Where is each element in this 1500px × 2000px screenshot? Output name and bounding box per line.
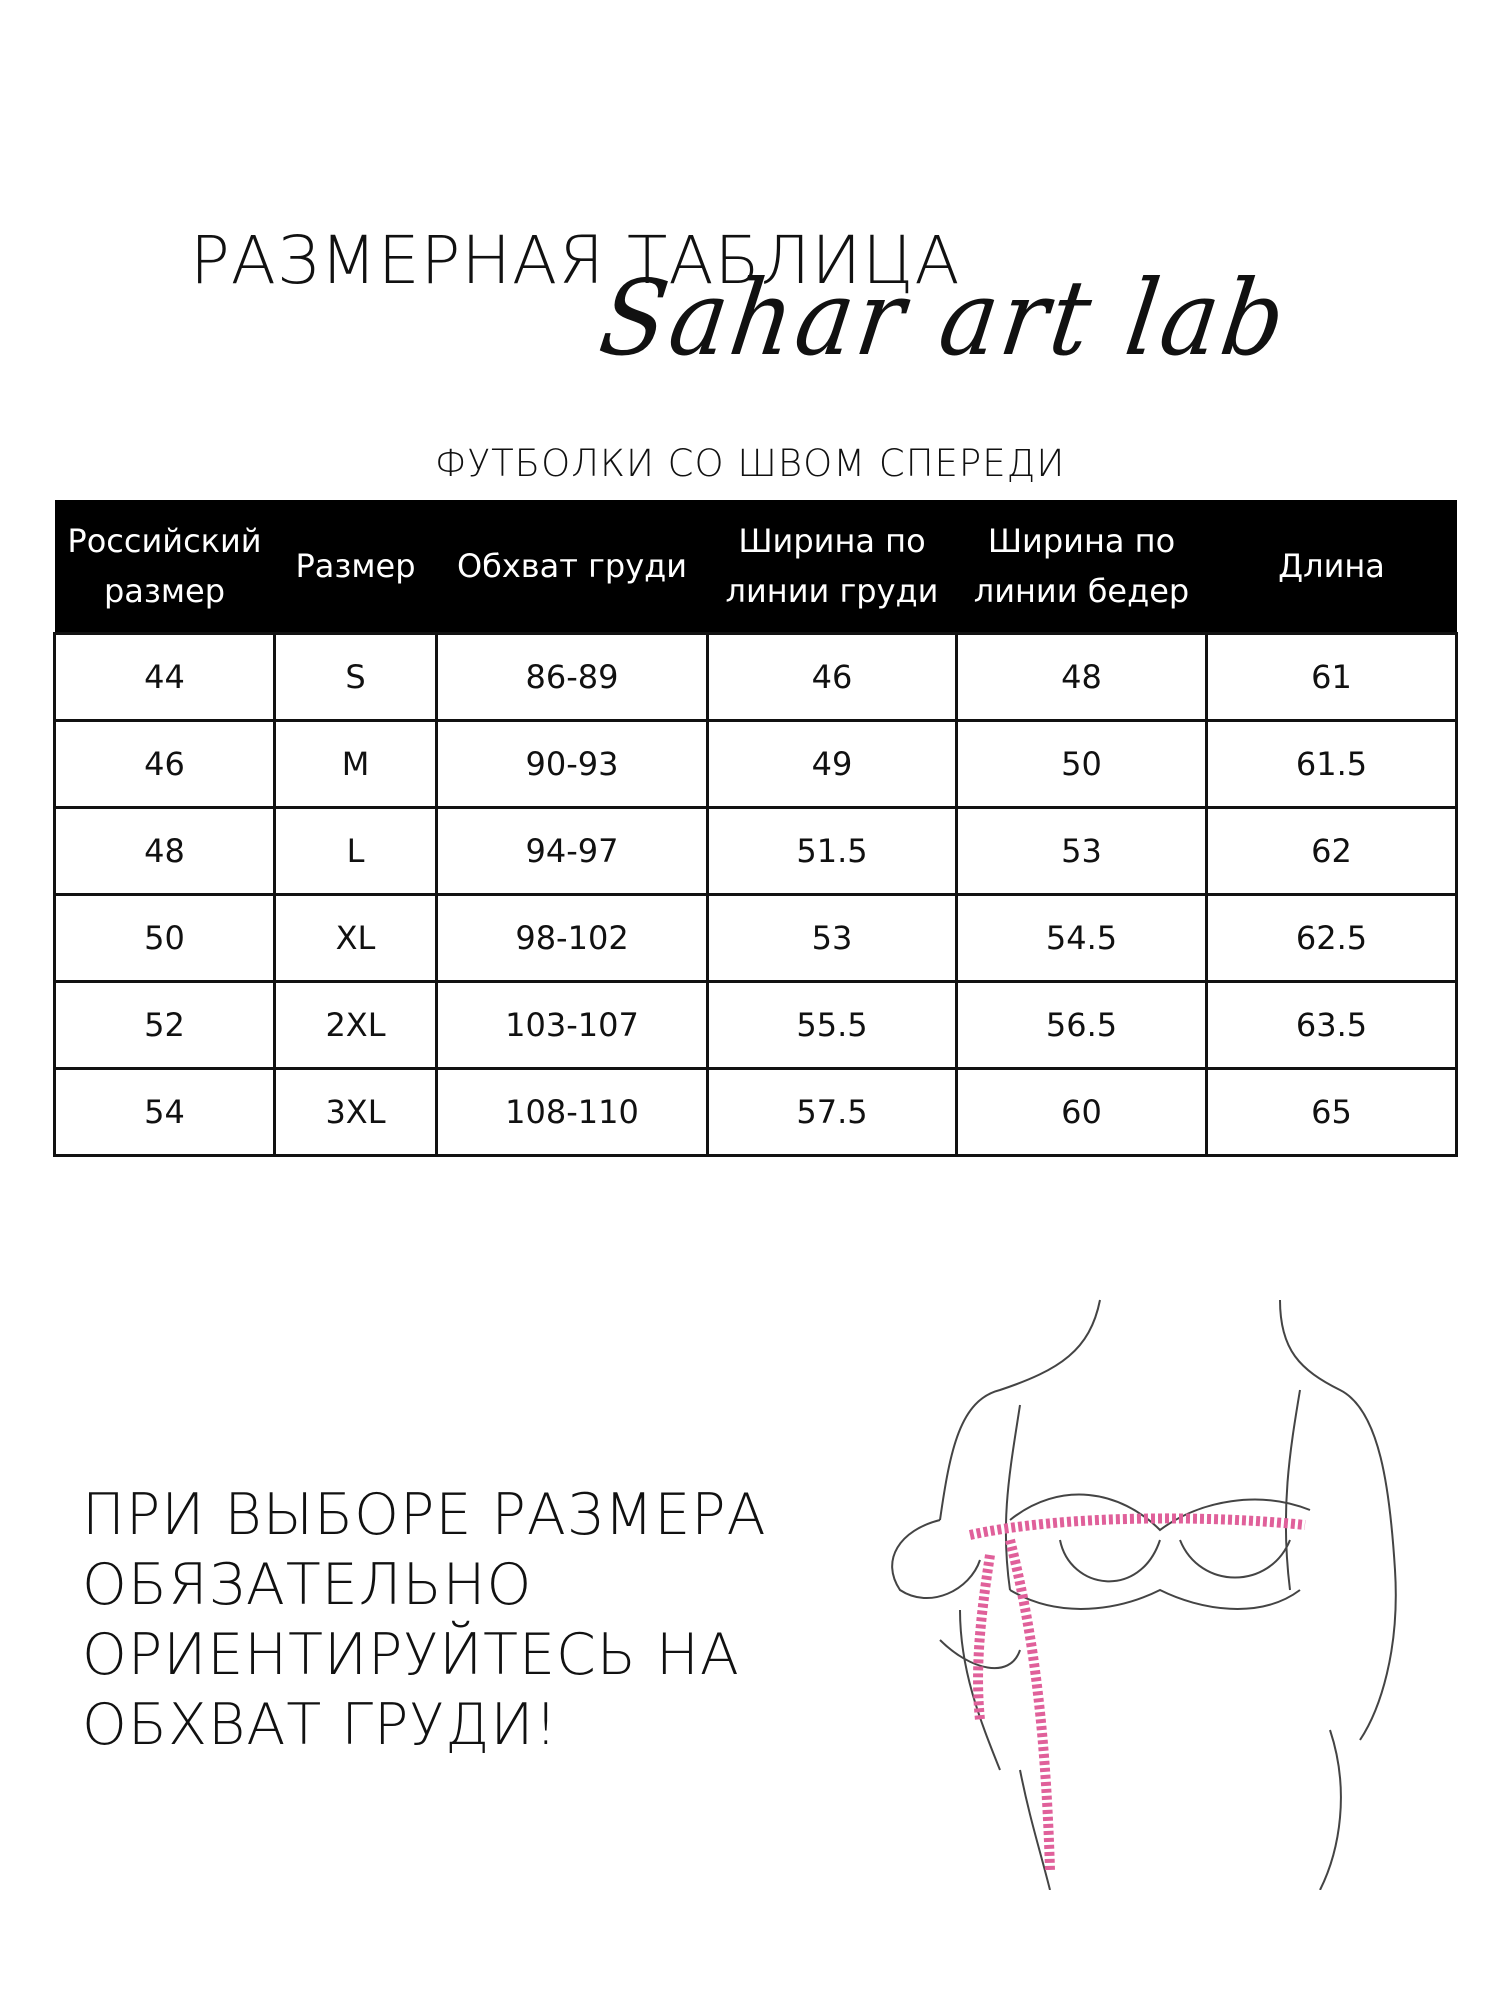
table-cell: 57.5	[706, 1067, 958, 1157]
bust-note: ПРИ ВЫБОРЕ РАЗМЕРА ОБЯЗАТЕЛЬНО ОРИЕНТИРУ…	[82, 1480, 767, 1760]
table-cell: 52	[53, 980, 276, 1070]
table-cell: 94-97	[435, 806, 709, 896]
table-cell: L	[273, 806, 438, 896]
table-row: 52 2XL 103-107 55.5 56.5 63.5	[53, 980, 1458, 1070]
table-cell: 108-110	[435, 1067, 709, 1157]
table-cell: 98-102	[435, 893, 709, 983]
table-cell: 46	[706, 632, 958, 722]
size-table: Российский размер Размер Обхват груди Шир…	[53, 500, 1458, 1157]
table-cell: 61.5	[1205, 719, 1458, 809]
note-line: ОРИЕНТИРУЙТЕСЬ НА	[82, 1622, 740, 1688]
table-header-row: Российский размер Размер Обхват груди Шир…	[54, 500, 1457, 634]
measuring-illustration	[891, 1299, 1397, 1890]
note-line: ПРИ ВЫБОРЕ РАЗМЕРА	[82, 1482, 767, 1548]
table-cell: 48	[53, 806, 276, 896]
table-cell: 56.5	[955, 980, 1208, 1070]
table-cell: 61	[1205, 632, 1458, 722]
table-cell: 65	[1205, 1067, 1458, 1157]
table-cell: 63.5	[1205, 980, 1458, 1070]
table-row: 48 L 94-97 51.5 53 62	[53, 806, 1458, 896]
header-length: Длина	[1206, 500, 1457, 634]
table-row: 46 M 90-93 49 50 61.5	[53, 719, 1458, 809]
table-cell: 48	[955, 632, 1208, 722]
header-hip-width: Ширина по линии бедер	[956, 500, 1207, 634]
table-cell: 51.5	[706, 806, 958, 896]
table-cell: 3XL	[273, 1067, 438, 1157]
table-row: 54 3XL 108-110 57.5 60 65	[53, 1067, 1458, 1157]
table-cell: S	[273, 632, 438, 722]
table-cell: 54	[53, 1067, 276, 1157]
table-row: 44 S 86-89 46 48 61	[53, 632, 1458, 722]
table-cell: 46	[53, 719, 276, 809]
brand-logo: Sahar art lab	[592, 257, 1296, 379]
table-cell: 50	[955, 719, 1208, 809]
table-cell: 54.5	[955, 893, 1208, 983]
note-line: ОБЯЗАТЕЛЬНО	[82, 1552, 533, 1618]
table-row: 50 XL 98-102 53 54.5 62.5	[53, 893, 1458, 983]
table-cell: 55.5	[706, 980, 958, 1070]
table-cell: 53	[706, 893, 958, 983]
table-cell: 2XL	[273, 980, 438, 1070]
table-cell: 49	[706, 719, 958, 809]
header-russian-size: Российский размер	[54, 500, 275, 634]
page-title: РАЗМЕРНАЯ ТАБЛИЦА	[190, 222, 961, 299]
table-cell: 62.5	[1205, 893, 1458, 983]
header-size: Размер	[274, 500, 437, 634]
table-cell: 86-89	[435, 632, 709, 722]
table-cell: M	[273, 719, 438, 809]
header-chest-width: Ширина по линии груди	[707, 500, 957, 634]
table-cell: 60	[955, 1067, 1208, 1157]
table-cell: 90-93	[435, 719, 709, 809]
table-cell: 103-107	[435, 980, 709, 1070]
table-cell: XL	[273, 893, 438, 983]
table-cell: 44	[53, 632, 276, 722]
note-line: ОБХВАТ ГРУДИ!	[82, 1692, 559, 1758]
table-cell: 62	[1205, 806, 1458, 896]
header-bust: Обхват груди	[436, 500, 708, 634]
table-cell: 53	[955, 806, 1208, 896]
table-cell: 50	[53, 893, 276, 983]
table-subtitle: ФУТБОЛКИ СО ШВОМ СПЕРЕДИ	[434, 442, 1066, 485]
